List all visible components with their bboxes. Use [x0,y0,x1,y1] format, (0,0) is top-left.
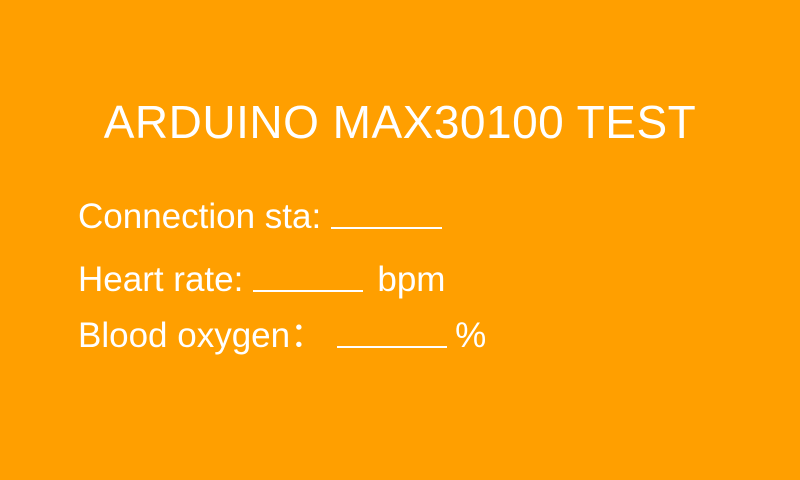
blood-oxygen-row: Blood oxygen： % [78,315,486,357]
blood-oxygen-value-blank [337,346,448,348]
connection-status-label: Connection sta: [78,197,322,236]
heart-rate-value-blank [253,290,364,292]
heart-rate-label: Heart rate: [78,260,244,299]
blood-oxygen-label: Blood oxygen： [78,316,326,355]
blood-oxygen-unit: % [455,316,487,355]
heart-rate-row: Heart rate: bpm [78,259,445,301]
screen-title: ARDUINO MAX30100 TEST [103,96,697,148]
heart-rate-unit: bpm [377,260,446,299]
connection-status-value-blank [331,227,443,229]
connection-status-row: Connection sta: [78,196,443,238]
